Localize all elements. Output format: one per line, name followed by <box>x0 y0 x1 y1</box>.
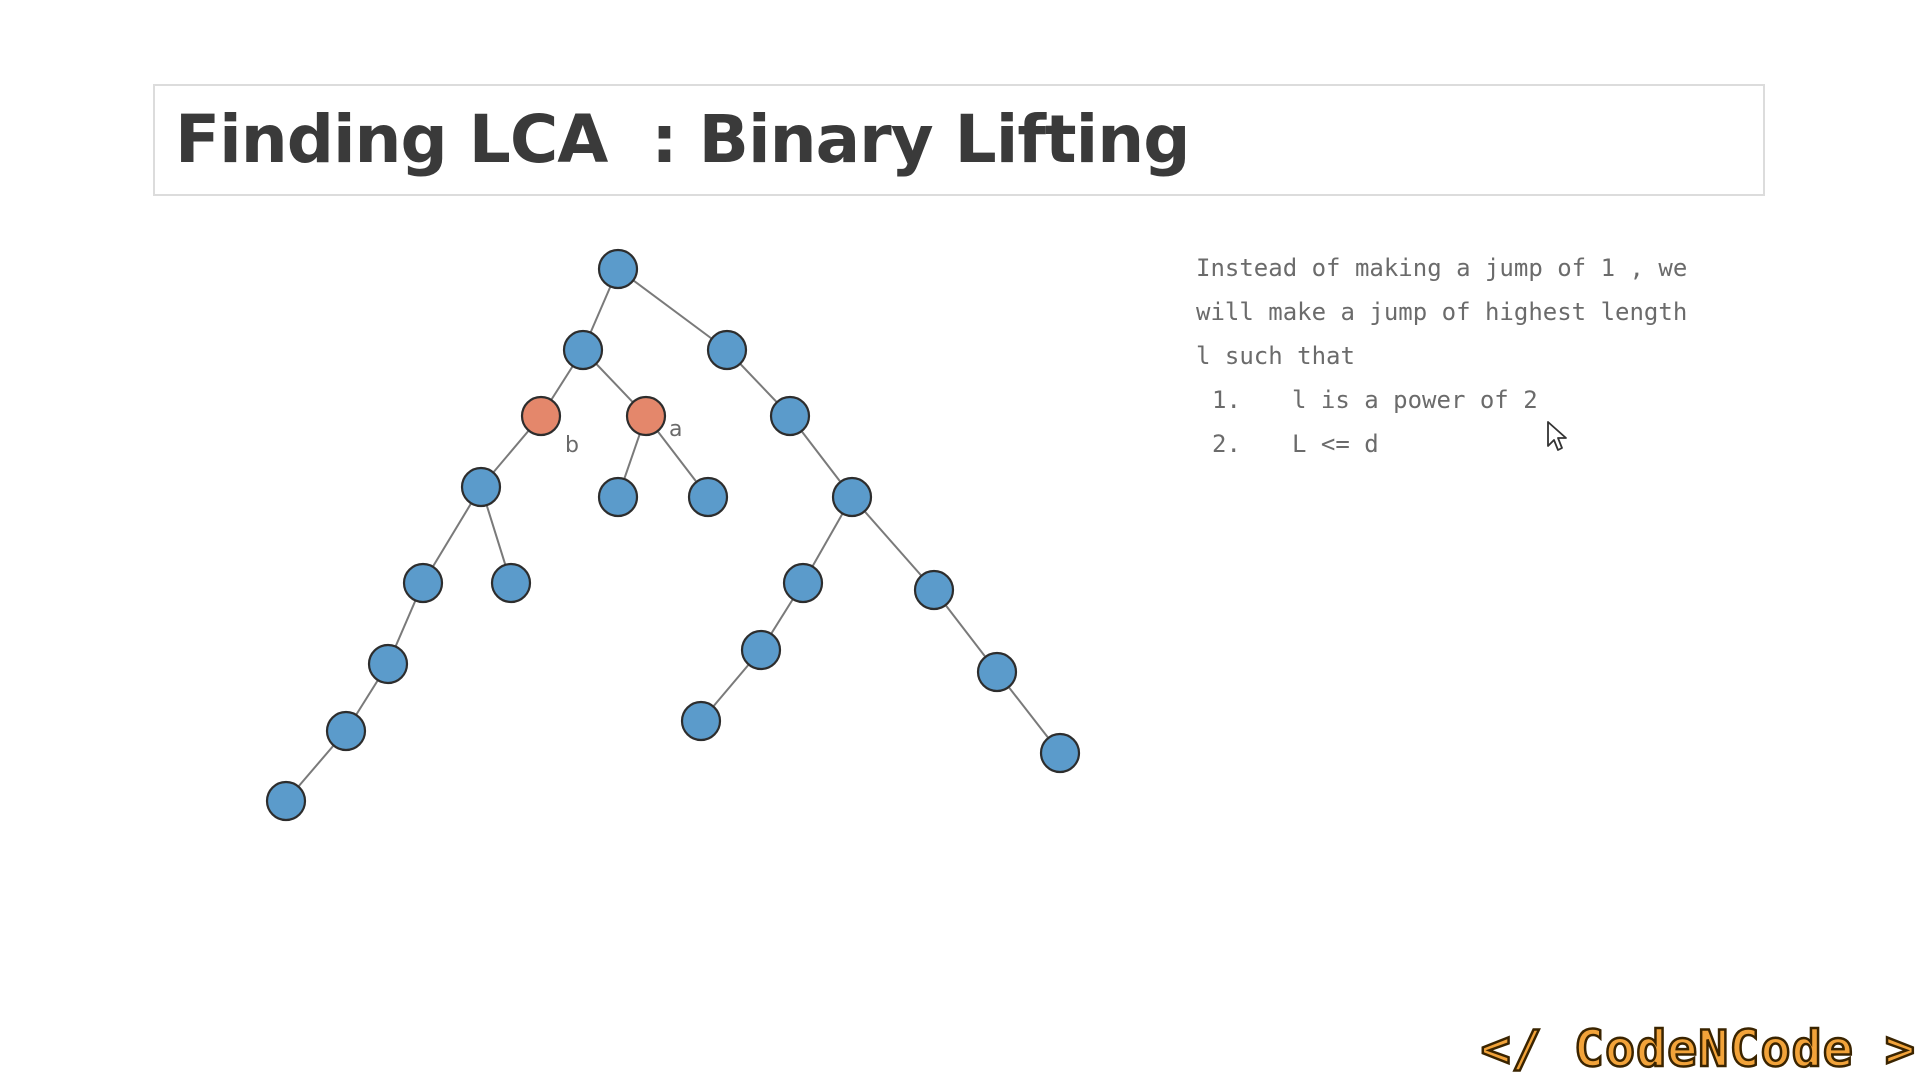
tree-node <box>597 248 639 290</box>
tree-node <box>782 562 824 604</box>
condition-item: 2. L <= d <box>1212 422 1796 466</box>
tree-node <box>913 569 955 611</box>
tree-node <box>460 466 502 508</box>
tree-node-b <box>520 395 562 437</box>
tree-node <box>367 643 409 685</box>
explanation-line: Instead of making a jump of 1 , we <box>1196 254 1688 282</box>
condition-text: l is a power of 2 <box>1292 386 1538 414</box>
tree-node <box>769 395 811 437</box>
tree-node <box>706 329 748 371</box>
tree-edge <box>851 496 935 591</box>
tree-node <box>562 329 604 371</box>
node-label-a: a <box>669 417 682 442</box>
tree-node <box>740 629 782 671</box>
title-box: Finding LCA : Binary Lifting <box>153 84 1765 196</box>
tree-node <box>325 710 367 752</box>
tree-node <box>687 476 729 518</box>
explanation-line: will make a jump of highest length <box>1196 298 1688 326</box>
brand-logo: </ CodeNCode > <box>1479 1019 1916 1080</box>
explanation-text: Instead of making a jump of 1 , we will … <box>1196 246 1796 466</box>
condition-number: 2. <box>1212 430 1241 458</box>
condition-item: 1. l is a power of 2 <box>1212 378 1796 422</box>
tree-node-a <box>625 395 667 437</box>
tree-node <box>597 476 639 518</box>
explanation-line: l such that <box>1196 342 1355 370</box>
tree-node <box>831 476 873 518</box>
tree-node <box>1039 732 1081 774</box>
tree-node <box>976 651 1018 693</box>
tree-node <box>680 700 722 742</box>
tree-node <box>402 562 444 604</box>
condition-list: 1. l is a power of 2 2. L <= d <box>1196 378 1796 466</box>
condition-number: 1. <box>1212 386 1241 414</box>
tree-node <box>490 562 532 604</box>
node-label-b: b <box>565 433 579 458</box>
mouse-pointer-icon <box>1547 421 1567 451</box>
page-title: Finding LCA : Binary Lifting <box>175 101 1190 178</box>
tree-edge <box>617 268 728 351</box>
condition-text: L <= d <box>1292 430 1379 458</box>
tree-node <box>265 780 307 822</box>
